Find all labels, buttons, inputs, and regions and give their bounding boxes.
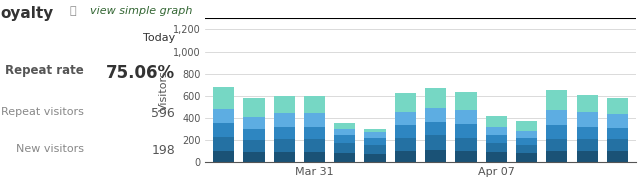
Bar	[455, 151, 476, 162]
Bar	[395, 151, 416, 162]
Bar	[395, 138, 416, 151]
Bar	[334, 129, 356, 135]
Bar	[304, 127, 325, 139]
Y-axis label: Visitors: Visitors	[159, 70, 169, 111]
Bar	[455, 138, 476, 151]
Bar	[273, 96, 295, 113]
Text: Repeat rate: Repeat rate	[5, 64, 83, 77]
Text: 596: 596	[152, 107, 175, 120]
Bar	[334, 135, 356, 143]
Bar	[516, 153, 537, 162]
Bar	[243, 140, 265, 152]
Bar	[213, 123, 234, 137]
Bar	[546, 90, 568, 110]
Bar	[304, 139, 325, 152]
Bar	[516, 145, 537, 153]
Bar	[455, 110, 476, 124]
Text: 198: 198	[152, 144, 175, 157]
Bar	[334, 153, 356, 162]
Bar	[546, 110, 568, 125]
Bar	[577, 151, 598, 162]
Bar	[365, 132, 386, 138]
Bar	[577, 95, 598, 112]
Bar	[243, 98, 265, 117]
Bar	[607, 151, 628, 162]
Bar	[273, 113, 295, 127]
Bar	[485, 135, 507, 143]
Bar	[395, 93, 416, 112]
Bar	[243, 152, 265, 162]
Bar	[273, 152, 295, 162]
Bar	[334, 143, 356, 153]
Bar	[213, 151, 234, 162]
Bar	[243, 117, 265, 129]
Text: oyalty: oyalty	[0, 6, 53, 21]
Bar	[334, 123, 356, 129]
Bar	[516, 121, 537, 131]
Bar	[607, 98, 628, 114]
Bar	[577, 127, 598, 139]
Text: Today: Today	[143, 33, 175, 43]
Bar	[425, 150, 446, 162]
Bar	[395, 125, 416, 138]
Bar	[455, 124, 476, 138]
Bar	[425, 135, 446, 150]
Bar	[455, 92, 476, 110]
Bar	[546, 151, 568, 162]
Bar	[273, 139, 295, 152]
Bar	[304, 113, 325, 127]
Text: Repeat visitors: Repeat visitors	[1, 107, 83, 117]
Bar	[425, 122, 446, 135]
Bar	[577, 112, 598, 127]
Bar	[607, 128, 628, 139]
Bar	[395, 112, 416, 125]
Bar	[304, 152, 325, 162]
Bar	[607, 114, 628, 128]
Bar	[365, 138, 386, 145]
Bar	[485, 127, 507, 135]
Bar	[485, 116, 507, 127]
Bar	[516, 138, 537, 145]
Bar	[485, 152, 507, 162]
Text: ⓘ: ⓘ	[69, 6, 76, 15]
Bar	[516, 131, 537, 138]
Bar	[213, 109, 234, 123]
Bar	[365, 145, 386, 154]
Text: New visitors: New visitors	[15, 144, 83, 153]
Bar	[243, 129, 265, 140]
Bar	[304, 96, 325, 113]
Bar	[485, 143, 507, 152]
Bar	[425, 88, 446, 108]
Text: view simple graph: view simple graph	[90, 6, 192, 15]
Bar	[577, 139, 598, 151]
Bar	[607, 139, 628, 151]
Bar	[425, 108, 446, 122]
Bar	[546, 139, 568, 151]
Bar	[365, 129, 386, 132]
Bar	[365, 154, 386, 162]
Text: 75.06%: 75.06%	[106, 64, 175, 82]
Bar	[273, 127, 295, 139]
Bar	[213, 87, 234, 109]
Bar	[546, 125, 568, 139]
Bar	[213, 137, 234, 151]
